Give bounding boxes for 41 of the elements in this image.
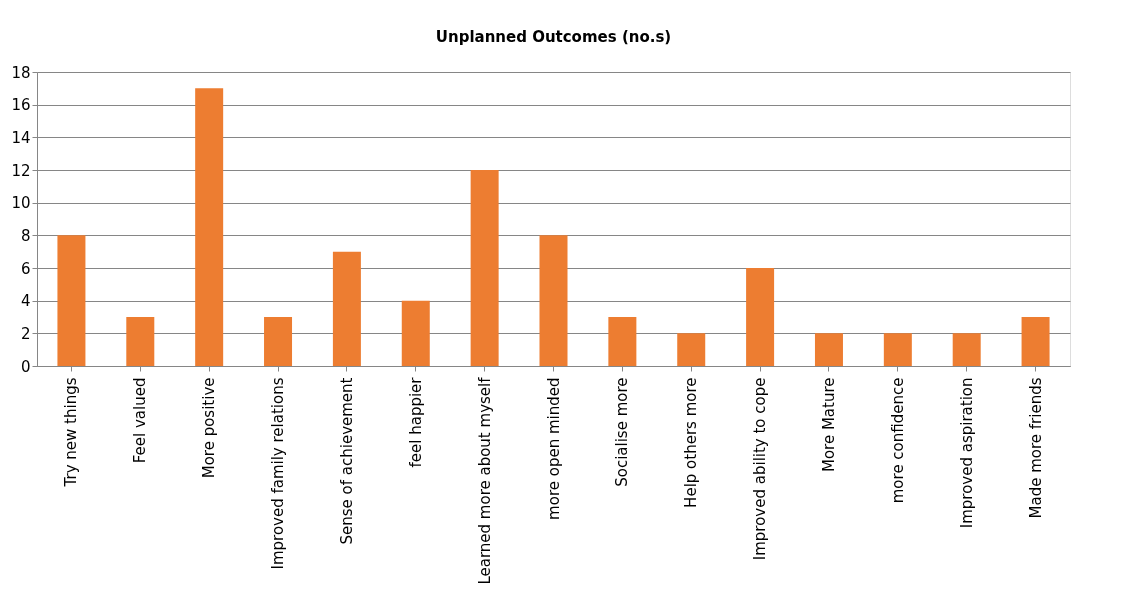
x-tick-label: Made more friends	[1026, 377, 1045, 519]
y-tick-label: 6	[20, 259, 31, 278]
bar	[1021, 317, 1050, 366]
x-tick-label: feel happier	[406, 376, 425, 468]
y-tick-label: 18	[11, 63, 31, 82]
x-tick-label: More positive	[200, 377, 219, 479]
bar	[401, 300, 430, 366]
x-tick-label: more open minded	[544, 377, 563, 520]
bar	[677, 333, 706, 366]
x-tick-label: Improved aspiration	[957, 377, 976, 529]
x-tick-label: Improved ability to cope	[751, 377, 770, 561]
y-tick-label: 16	[11, 96, 31, 115]
bar	[746, 268, 775, 366]
x-tick-label: Sense of achievement	[337, 377, 356, 545]
x-tick-label: Help others more	[682, 377, 701, 508]
x-tick-label: Socialise more	[613, 377, 632, 487]
bar	[264, 317, 293, 366]
y-tick-label: 14	[11, 128, 31, 147]
y-tick-label: 2	[20, 324, 31, 343]
bar	[608, 317, 637, 366]
y-tick-label: 10	[11, 194, 31, 213]
y-tick-label: 12	[11, 161, 31, 180]
bar	[57, 235, 86, 366]
y-tick-label: 0	[20, 357, 31, 376]
x-tick-label: Improved family relations	[269, 377, 288, 570]
bar	[539, 235, 568, 366]
bar	[952, 333, 981, 366]
x-tick-label: Feel valued	[131, 377, 150, 464]
bar	[470, 170, 499, 366]
bar	[126, 317, 155, 366]
x-tick-label: More Mature	[819, 377, 838, 473]
bar	[814, 333, 843, 366]
bar	[883, 333, 912, 366]
y-tick-label: 4	[20, 292, 31, 311]
x-tick-label: Try new things	[62, 377, 81, 488]
bar	[332, 251, 361, 366]
x-tick-label: more confidence	[888, 377, 907, 504]
x-tick-label: Learned more about myself	[475, 376, 494, 585]
chart-title: Unplanned Outcomes (no.s)	[435, 28, 672, 46]
bar	[195, 88, 224, 366]
y-tick-label: 8	[20, 226, 31, 245]
